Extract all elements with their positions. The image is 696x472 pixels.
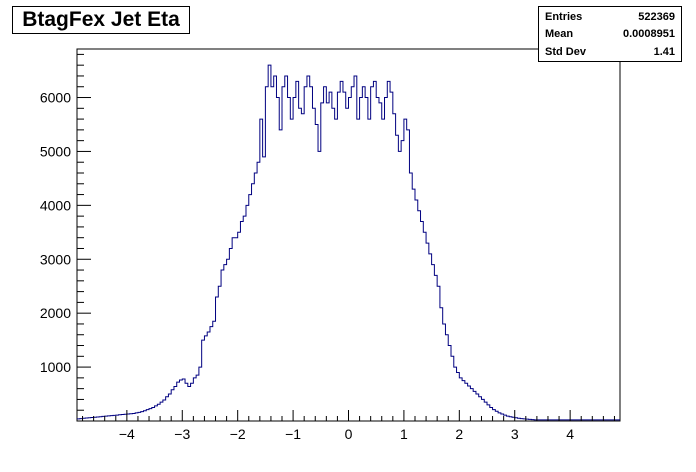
x-tick-label: 1 <box>400 426 408 442</box>
stats-row-stddev: Std Dev 1.41 <box>545 43 675 61</box>
y-tick-label: 5000 <box>40 143 71 159</box>
chart-title: BtagFex Jet Eta <box>12 6 190 34</box>
stats-std-label: Std Dev <box>545 46 586 58</box>
stats-std-value: 1.41 <box>653 46 675 58</box>
stats-mean-label: Mean <box>545 28 574 40</box>
stats-entries-value: 522369 <box>638 11 675 23</box>
x-tick-label: −3 <box>174 426 190 442</box>
y-tick-label: 3000 <box>40 251 71 267</box>
x-tick-label: −2 <box>230 426 246 442</box>
x-tick-label: 3 <box>511 426 519 442</box>
chart-title-text: BtagFex Jet Eta <box>22 8 180 31</box>
stats-row-mean: Mean 0.0008951 <box>545 25 675 43</box>
x-tick-label: −1 <box>285 426 301 442</box>
stats-mean-value: 0.0008951 <box>623 28 675 40</box>
stats-row-entries: Entries 522369 <box>545 8 675 26</box>
x-tick-label: 4 <box>566 426 574 442</box>
y-tick-label: 4000 <box>40 197 71 213</box>
y-tick-label: 6000 <box>40 90 71 106</box>
x-tick-label: 2 <box>455 426 463 442</box>
y-tick-label: 2000 <box>40 305 71 321</box>
x-tick-label: 0 <box>345 426 353 442</box>
x-tick-label: −4 <box>119 426 135 442</box>
y-tick-label: 1000 <box>40 359 71 375</box>
histogram-line <box>77 64 620 421</box>
stats-entries-label: Entries <box>545 11 583 23</box>
stats-box: Entries 522369 Mean 0.0008951 Std Dev 1.… <box>538 6 682 62</box>
